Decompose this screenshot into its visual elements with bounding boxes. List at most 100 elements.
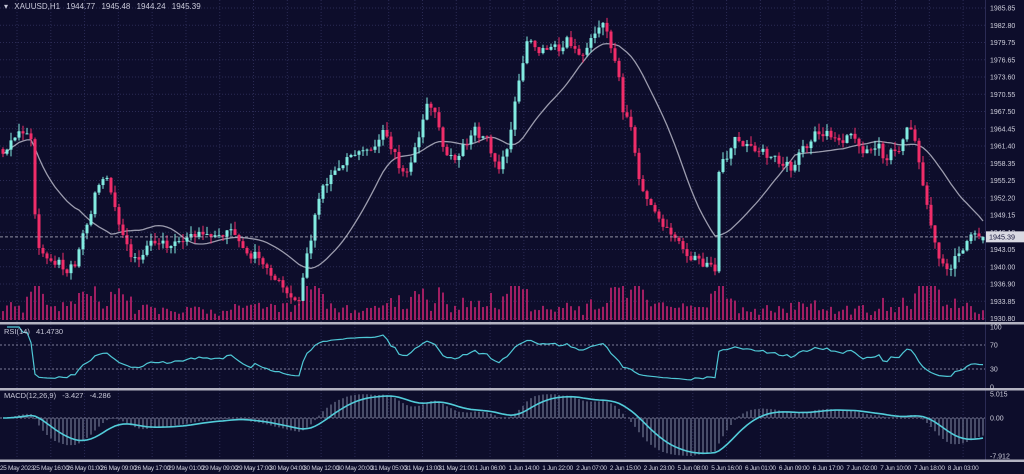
time-axis-label: 1 Jun 22:00 (542, 465, 573, 472)
volume-bar (390, 298, 392, 320)
volume-bar (950, 308, 952, 320)
candle-bear (497, 161, 501, 170)
volume-bar (694, 307, 696, 320)
candle-bear (37, 214, 41, 248)
candle-bear (221, 235, 225, 237)
volume-bar (778, 306, 780, 320)
candle-bull (901, 139, 905, 152)
volume-bar (198, 307, 200, 320)
candle-bear (385, 130, 389, 137)
candle-bull (197, 231, 201, 237)
volume-bar (790, 302, 792, 320)
volume-bar (802, 303, 804, 320)
volume-bar (418, 294, 420, 320)
volume-bar (78, 292, 80, 320)
volume-bar (618, 287, 620, 320)
volume-bar (686, 306, 688, 320)
volume-bar (498, 309, 500, 320)
volume-bar (846, 305, 848, 320)
candle-bull (693, 255, 697, 261)
volume-bar (834, 313, 836, 320)
volume-bar (714, 290, 716, 320)
pane-separator[interactable] (0, 459, 1024, 463)
pane-separator[interactable] (0, 322, 1024, 325)
candle-bear (193, 233, 197, 237)
volume-bar (666, 306, 668, 320)
volume-bar (758, 314, 760, 320)
volume-bar (242, 307, 244, 320)
candle-bull (381, 130, 385, 140)
volume-bar (922, 286, 924, 320)
candle-bull (341, 165, 345, 169)
candle-bear (749, 144, 753, 146)
candle-bear (753, 145, 757, 152)
volume-bar (442, 292, 444, 320)
time-axis-label: 29 May 09:00 (202, 465, 238, 472)
volume-bar (470, 300, 472, 320)
volume-bar (454, 305, 456, 320)
candle-bull (561, 47, 565, 52)
volume-bar (58, 311, 60, 320)
volume-bar (22, 312, 24, 320)
volume-bar (662, 302, 664, 320)
volume-bar (338, 312, 340, 320)
candle-bear (73, 264, 77, 267)
volume-bar (606, 302, 608, 320)
volume-bar (274, 305, 276, 320)
pane-separator[interactable] (0, 388, 1024, 391)
candle-bull (981, 236, 985, 241)
candle-bear (673, 234, 677, 238)
candle-bear (781, 163, 785, 166)
candle-bear (657, 211, 661, 219)
volume-bar (310, 289, 312, 320)
candle-bull (721, 159, 725, 173)
volume-bar (614, 286, 616, 320)
volume-bar (706, 307, 708, 320)
time-axis-label: 31 May 13:00 (405, 465, 441, 472)
candle-bull (449, 155, 453, 157)
time-axis-label: 7 Jun 02:00 (846, 465, 877, 472)
candle-bear (453, 155, 457, 161)
candle-bull (337, 168, 341, 171)
time-axis-label: 25 May 16:00 (33, 465, 69, 472)
candle-bear (757, 151, 761, 153)
candle-bear (165, 240, 169, 249)
candle-bear (625, 112, 629, 117)
volume-bar (466, 307, 468, 320)
volume-bar (658, 302, 660, 320)
candle-bull (729, 148, 733, 159)
time-axis-label: 6 Jun 01:00 (745, 465, 776, 472)
price-axis-tick: 1936.90 (990, 282, 1015, 289)
time-axis-label: 31 May 05:00 (371, 465, 407, 472)
candle-bear (437, 112, 441, 128)
candle-bear (689, 256, 693, 261)
time-axis-label: 5 Jun 08:00 (677, 465, 708, 472)
volume-bar (2, 311, 4, 320)
time-axis-label: 5 Jun 16:00 (711, 465, 742, 472)
volume-bar (774, 312, 776, 320)
time-axis-label: 1 Jun 14:00 (509, 465, 540, 472)
time-axis-label: 2 Jun 15:00 (610, 465, 641, 472)
volume-bar (326, 308, 328, 320)
volume-bar (314, 286, 316, 320)
candle-bull (357, 151, 361, 155)
volume-bar (598, 308, 600, 320)
candle-bull (349, 155, 353, 158)
candle-bull (813, 131, 817, 142)
volume-bar (678, 307, 680, 320)
candle-bull (745, 144, 749, 147)
price-axis-tick: 1967.50 (990, 109, 1015, 116)
candle-bear (737, 136, 741, 142)
time-axis-label: 26 May 01:00 (67, 465, 103, 472)
candle-bull (365, 149, 369, 151)
candle-bull (161, 240, 165, 244)
volume-bar (890, 307, 892, 320)
volume-bar (170, 311, 172, 320)
volume-bar (98, 301, 100, 320)
candle-bear (573, 46, 577, 49)
volume-bar (854, 308, 856, 320)
volume-bar (202, 309, 204, 320)
candle-bull (513, 101, 517, 130)
volume-bar (62, 302, 64, 320)
